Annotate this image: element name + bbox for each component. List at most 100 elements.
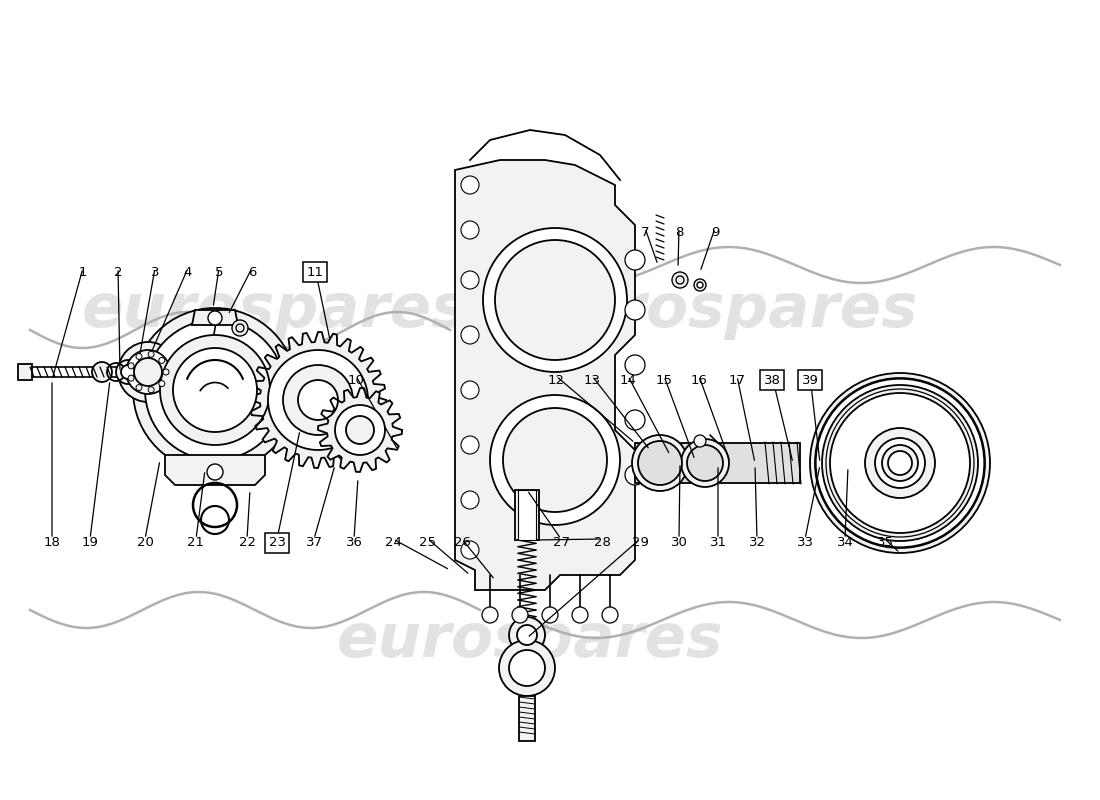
Text: 1: 1 [79,266,87,278]
Circle shape [92,362,112,382]
Text: 14: 14 [619,374,637,386]
Circle shape [681,439,729,487]
Circle shape [461,271,478,289]
Circle shape [232,320,248,336]
Circle shape [688,445,723,481]
Circle shape [336,405,385,455]
Text: 21: 21 [187,537,205,550]
Circle shape [676,276,684,284]
Circle shape [121,365,135,379]
Circle shape [461,491,478,509]
Circle shape [625,410,645,430]
Text: 34: 34 [837,537,854,550]
Circle shape [145,320,285,460]
Circle shape [490,395,620,525]
Circle shape [697,282,703,288]
Text: 25: 25 [419,537,437,550]
Text: 35: 35 [877,537,893,550]
Text: 20: 20 [136,537,153,550]
Text: 27: 27 [552,537,570,550]
Text: 3: 3 [151,266,160,278]
Circle shape [542,607,558,623]
Text: 28: 28 [594,537,610,550]
Circle shape [815,378,984,548]
Text: 37: 37 [306,537,322,550]
Text: 9: 9 [711,226,719,238]
Circle shape [625,355,645,375]
Text: 26: 26 [453,537,471,550]
Text: 22: 22 [239,537,255,550]
Text: 8: 8 [674,226,683,238]
Circle shape [625,300,645,320]
Circle shape [163,369,169,375]
Text: 38: 38 [763,374,780,386]
Circle shape [128,375,134,381]
Text: 24: 24 [385,537,402,550]
Circle shape [625,465,645,485]
Circle shape [126,350,170,394]
Circle shape [830,393,970,533]
Circle shape [572,607,588,623]
Circle shape [509,650,544,686]
Circle shape [461,541,478,559]
Text: 11: 11 [307,266,323,278]
Circle shape [602,607,618,623]
Circle shape [461,176,478,194]
Text: eurospares: eurospares [81,281,469,339]
Text: 5: 5 [214,266,223,278]
Text: 32: 32 [748,537,766,550]
Text: 15: 15 [656,374,672,386]
Circle shape [116,360,140,384]
Circle shape [136,385,142,390]
Circle shape [283,365,353,435]
Circle shape [136,354,142,359]
Text: 39: 39 [802,374,818,386]
Circle shape [207,464,223,480]
Text: 36: 36 [345,537,362,550]
Circle shape [273,378,297,402]
Circle shape [865,428,935,498]
Circle shape [148,351,154,358]
Polygon shape [165,455,265,485]
Bar [519,696,535,741]
Text: 31: 31 [710,537,726,550]
Circle shape [483,228,627,372]
Polygon shape [455,160,635,590]
Circle shape [134,358,162,386]
Circle shape [638,441,682,485]
Circle shape [148,386,154,393]
Bar [518,490,536,540]
Circle shape [346,416,374,444]
Circle shape [517,625,537,645]
Bar [635,443,800,483]
Circle shape [158,358,165,363]
Circle shape [461,221,478,239]
Circle shape [208,311,222,325]
Bar [18,364,32,380]
Circle shape [503,408,607,512]
Text: 33: 33 [796,537,814,550]
Text: 7: 7 [640,226,649,238]
Circle shape [810,373,990,553]
Circle shape [173,348,257,432]
Circle shape [461,381,478,399]
Text: 2: 2 [113,266,122,278]
Text: 23: 23 [268,537,286,550]
Text: 30: 30 [671,537,688,550]
Circle shape [888,451,912,475]
Text: 6: 6 [248,266,256,278]
Circle shape [268,350,368,450]
Circle shape [236,324,244,332]
Circle shape [495,240,615,360]
Text: eurospares: eurospares [337,610,724,670]
Circle shape [694,279,706,291]
Text: 4: 4 [184,266,192,278]
Circle shape [632,435,688,491]
Circle shape [512,607,528,623]
Circle shape [298,380,338,420]
Circle shape [461,326,478,344]
Circle shape [625,250,645,270]
Circle shape [822,385,978,541]
Circle shape [882,445,918,481]
Circle shape [461,436,478,454]
